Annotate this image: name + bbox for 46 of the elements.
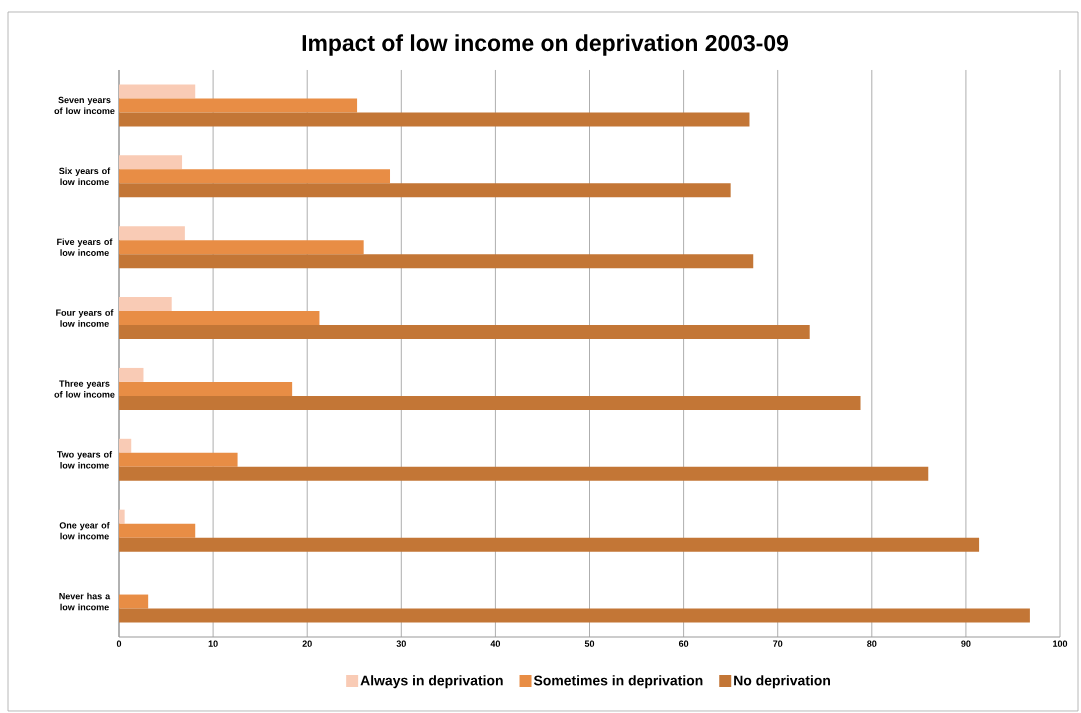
bar (119, 537, 980, 552)
bar (119, 523, 196, 538)
x-tick-label: 0 (116, 640, 122, 647)
bar (119, 84, 196, 99)
x-tick-label: 90 (961, 640, 971, 647)
legend-label: Sometimes in deprivation (533, 675, 703, 689)
bar (119, 183, 731, 198)
y-tick-label: Four years of low income (56, 309, 114, 327)
y-tick-label: Six years of low income (59, 167, 111, 186)
chart-title: Impact of low income on deprivation 2003-09 (302, 34, 788, 56)
bar (119, 381, 293, 396)
bar (119, 240, 364, 255)
bar (119, 367, 144, 382)
bar (119, 155, 183, 170)
y-tick-label: One year of low income (59, 521, 110, 540)
x-tick-label: 20 (302, 640, 312, 647)
bar (119, 297, 172, 312)
y-tick-label: Seven years of low income (54, 96, 115, 115)
bar (119, 112, 750, 127)
bar (119, 608, 1030, 623)
x-tick-label: 50 (584, 640, 595, 647)
bar (119, 452, 238, 467)
x-tick-label: 30 (396, 640, 406, 647)
x-tick-label: 80 (867, 640, 877, 647)
bar (119, 594, 149, 609)
legend-label: No deprivation (734, 675, 830, 689)
x-tick-label: 100 (1053, 640, 1068, 647)
legend-label: Always in deprivation (360, 675, 503, 689)
bar (119, 226, 185, 241)
bar (119, 395, 861, 410)
bar (119, 509, 125, 524)
bar (119, 169, 391, 184)
x-tick-label: 10 (208, 640, 218, 647)
bar (119, 98, 358, 113)
y-tick-label: Never has a low income (59, 592, 111, 611)
bar (119, 438, 132, 453)
bar (119, 254, 754, 269)
y-tick-label: Five years of low income (57, 238, 113, 256)
x-tick-label: 70 (773, 640, 783, 647)
bar (119, 325, 810, 340)
y-tick-label: Three years of low income (54, 380, 115, 398)
bar (119, 311, 320, 326)
y-tick-label: Two years of low income (57, 451, 113, 469)
x-tick-label: 60 (678, 640, 689, 647)
x-tick-label: 40 (490, 640, 501, 647)
bar (119, 466, 929, 481)
